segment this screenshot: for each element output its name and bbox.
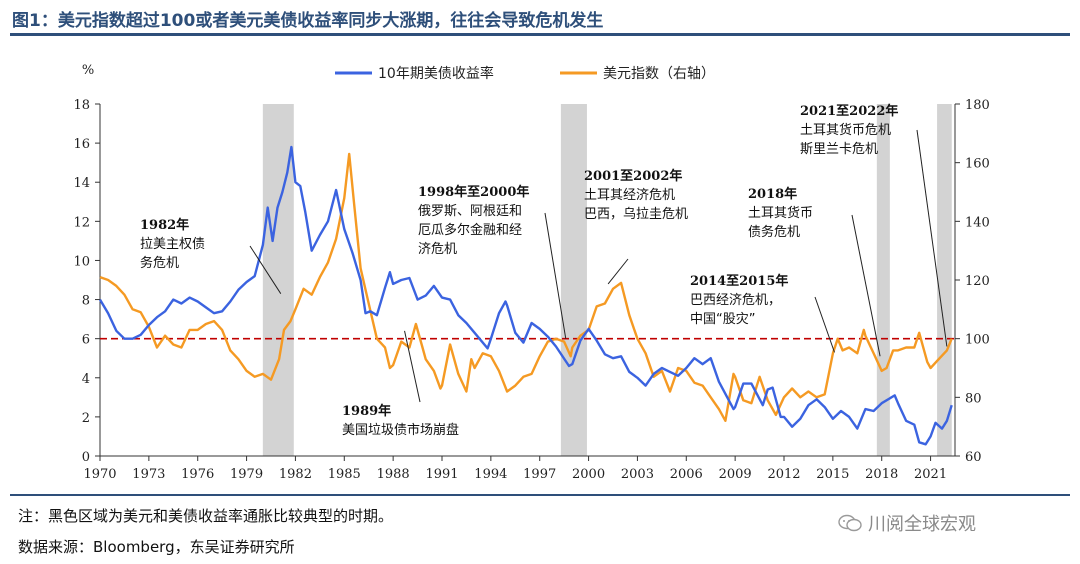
x-tick-label: 1985	[328, 467, 361, 482]
footnote: 注：黑色区域为美元和美债收益率通胀比较典型的时期。	[18, 507, 394, 525]
annotation-title: 2021至2022年	[800, 103, 898, 119]
annotation-text: 债务危机	[748, 224, 800, 240]
annotation-text: 土耳其货币危机	[800, 122, 891, 138]
annotation-leader	[544, 212, 567, 339]
x-tick-label: 2009	[719, 467, 752, 482]
legend-label-yield: 10年期美债收益率	[378, 65, 494, 82]
watermark-text: 川阅全球宏观	[868, 514, 976, 535]
title-divider	[10, 33, 1070, 36]
right-tick-label: 80	[965, 391, 982, 406]
left-tick-label: 18	[73, 98, 90, 113]
annotation-text: 斯里兰卡危机	[800, 142, 878, 157]
shaded-period	[560, 104, 587, 456]
x-tick-label: 1991	[425, 467, 458, 482]
annotation-text: 济危机	[418, 242, 457, 257]
legend: 10年期美债收益率 美元指数（右轴）	[335, 65, 715, 82]
shaded-period	[937, 104, 952, 456]
left-tick-label: 16	[73, 137, 90, 152]
dxy-line	[99, 152, 953, 422]
annotation-text: 厄瓜多尔金融和经	[418, 222, 522, 238]
annotation-text: 拉美主权债	[140, 236, 205, 252]
x-tick-label: 2012	[767, 467, 800, 482]
series-layer	[98, 145, 953, 446]
annotation-text: 土耳其经济危机	[584, 188, 675, 203]
wechat-icon	[838, 514, 862, 532]
axes: 0 2 4 6 8 10 12 14 16 18 60 80 100 120 140 160 180 1970 19…	[73, 63, 989, 482]
left-tick-label: 6	[82, 333, 90, 348]
x-tick-label: 1982	[279, 467, 312, 482]
x-tick-label: 1976	[181, 467, 214, 482]
annotation-title: 2001至2002年	[584, 168, 682, 184]
left-axis-unit: %	[82, 63, 94, 78]
annotation-text: 巴西经济危机，	[690, 293, 781, 308]
x-tick-label: 2021	[914, 467, 947, 482]
x-tick-label: 1988	[377, 467, 410, 482]
x-tick-label: 1970	[83, 467, 116, 482]
annotation-title: 1982年	[140, 217, 189, 233]
annotation-text: 俄罗斯、阿根廷和	[418, 204, 522, 219]
left-tick-label: 10	[73, 254, 90, 269]
annotation-title: 2014至2015年	[690, 273, 788, 289]
left-tick-label: 12	[73, 215, 90, 230]
annotation-leader	[851, 214, 881, 357]
left-tick-label: 2	[82, 411, 90, 426]
x-tick-label: 1994	[474, 467, 507, 482]
left-tick-label: 8	[82, 294, 90, 309]
x-tick-label: 1973	[132, 467, 165, 482]
bottom-divider	[10, 494, 1070, 496]
chart: 0 2 4 6 8 10 12 14 16 18 60 80 100 120 140 160 180 1970 19…	[73, 63, 989, 482]
left-tick-label: 14	[73, 176, 90, 191]
annotation-title: 1989年	[342, 403, 391, 419]
right-tick-label: 120	[965, 274, 990, 289]
annotation-text: 土耳其货币	[748, 205, 813, 221]
annotation-text: 美国垃圾债市场崩盘	[342, 422, 459, 438]
annotation-text: 巴西，乌拉圭危机	[584, 206, 688, 222]
annotation-text: 务危机	[140, 255, 179, 271]
left-tick-label: 4	[82, 372, 90, 387]
x-tick-label: 2018	[865, 467, 898, 482]
x-tick-label: 1979	[230, 467, 263, 482]
annotation-text: 中国“股灾”	[690, 311, 755, 327]
annotation-leader	[814, 296, 835, 353]
annotation-leader	[916, 129, 948, 347]
figure-title: 图1：美元指数超过100或者美元美债收益率同步大涨期，往往会导致危机发生	[12, 11, 604, 31]
x-tick-label: 2015	[816, 467, 849, 482]
right-tick-label: 180	[965, 98, 990, 113]
annotation-title: 1998年至2000年	[418, 184, 529, 200]
watermark: 川阅全球宏观	[838, 510, 976, 536]
x-tick-label: 2006	[670, 467, 703, 482]
x-tick-label: 2000	[572, 467, 605, 482]
right-tick-label: 100	[965, 333, 990, 348]
legend-label-dxy: 美元指数（右轴）	[603, 66, 715, 82]
right-tick-label: 60	[965, 450, 982, 465]
annotation-leader	[404, 330, 421, 403]
annotations: 1982年拉美主权债务危机1989年美国垃圾债市场崩盘1998年至2000年俄罗…	[140, 103, 948, 438]
x-tick-label: 1997	[523, 467, 556, 482]
right-tick-label: 140	[965, 215, 990, 230]
source-note: 数据来源：Bloomberg，东吴证券研究所	[18, 538, 295, 556]
x-tick-label: 2003	[621, 467, 654, 482]
left-tick-label: 0	[82, 450, 90, 465]
annotation-leader	[607, 258, 629, 285]
annotation-title: 2018年	[748, 186, 797, 202]
right-tick-label: 160	[965, 157, 990, 172]
yield-10y-line	[98, 145, 953, 446]
annotation-leader	[249, 245, 282, 294]
